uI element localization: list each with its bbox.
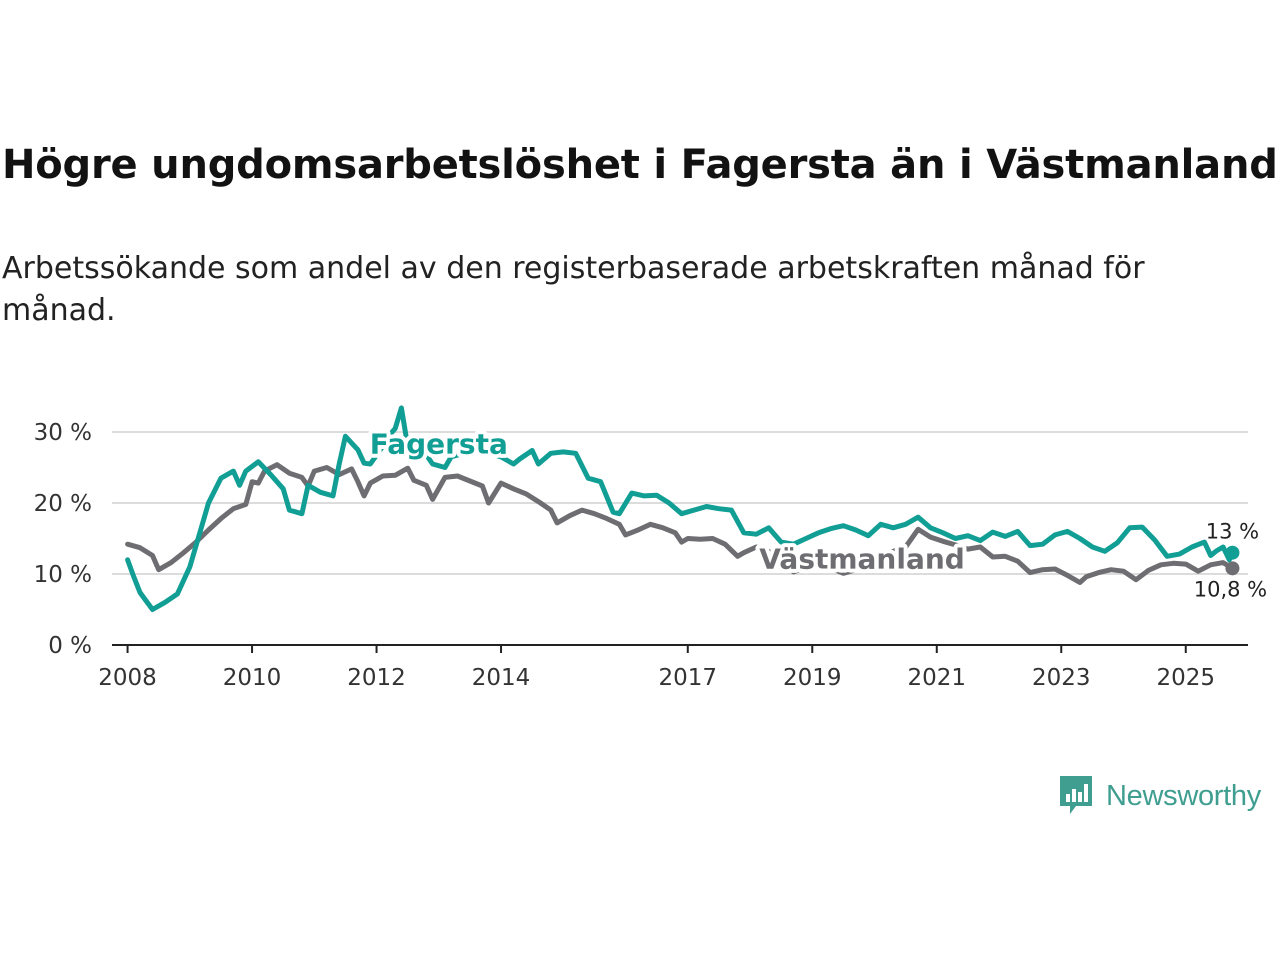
x-tick-label: 2021 xyxy=(907,665,966,691)
x-tick-label: 2023 xyxy=(1032,665,1091,691)
y-tick-label: 30 % xyxy=(34,420,92,446)
series-lines xyxy=(125,405,1240,612)
brand: Newsworthy xyxy=(1058,774,1261,818)
y-tick-label: 20 % xyxy=(34,491,92,517)
x-tick-label: 2014 xyxy=(472,665,531,691)
y-tick-label: 0 % xyxy=(48,633,92,659)
x-tick-label: 2008 xyxy=(98,665,157,691)
y-tick-label: 10 % xyxy=(34,562,92,588)
line-chart: 0 % 10 % 20 % 30 % 2008 2010 2012 2014 2017 2019 2… xyxy=(34,405,1270,691)
series-line-västmanland xyxy=(125,462,1235,585)
end-value-label: 10,8 % xyxy=(1194,577,1267,601)
newsworthy-logo-icon xyxy=(1060,776,1092,814)
series-line-fagersta xyxy=(125,405,1235,612)
brand-name: Newsworthy xyxy=(1106,779,1261,812)
x-tick-label: 2017 xyxy=(659,665,718,691)
x-tick-label: 2010 xyxy=(223,665,282,691)
x-tick-label: 2019 xyxy=(783,665,842,691)
chart-title: Högre ungdomsarbetslöshet i Fagersta än … xyxy=(2,142,1278,188)
end-point-västmanland xyxy=(1225,561,1240,576)
x-tick-label: 2012 xyxy=(347,665,406,691)
end-value-label: 13 % xyxy=(1206,520,1259,544)
x-tick-label: 2025 xyxy=(1156,665,1215,691)
series-label-halo: Västmanland xyxy=(759,542,965,575)
series-label: Fagersta xyxy=(370,427,508,460)
chart-labels: VästmanlandVästmanlandFagerstaFagersta13… xyxy=(366,423,1270,604)
chart-subtitle: Arbetssökande som andel av den registerb… xyxy=(2,251,1145,328)
series-label: Västmanland xyxy=(759,542,965,575)
grid-lines xyxy=(112,431,1248,575)
end-value-label-halo: 10,8 % xyxy=(1194,577,1267,601)
end-point-fagersta xyxy=(1225,545,1240,560)
axes: 0 % 10 % 20 % 30 % 2008 2010 2012 2014 2017 2019 2… xyxy=(34,420,1248,691)
series-label-halo: Fagersta xyxy=(370,427,508,460)
